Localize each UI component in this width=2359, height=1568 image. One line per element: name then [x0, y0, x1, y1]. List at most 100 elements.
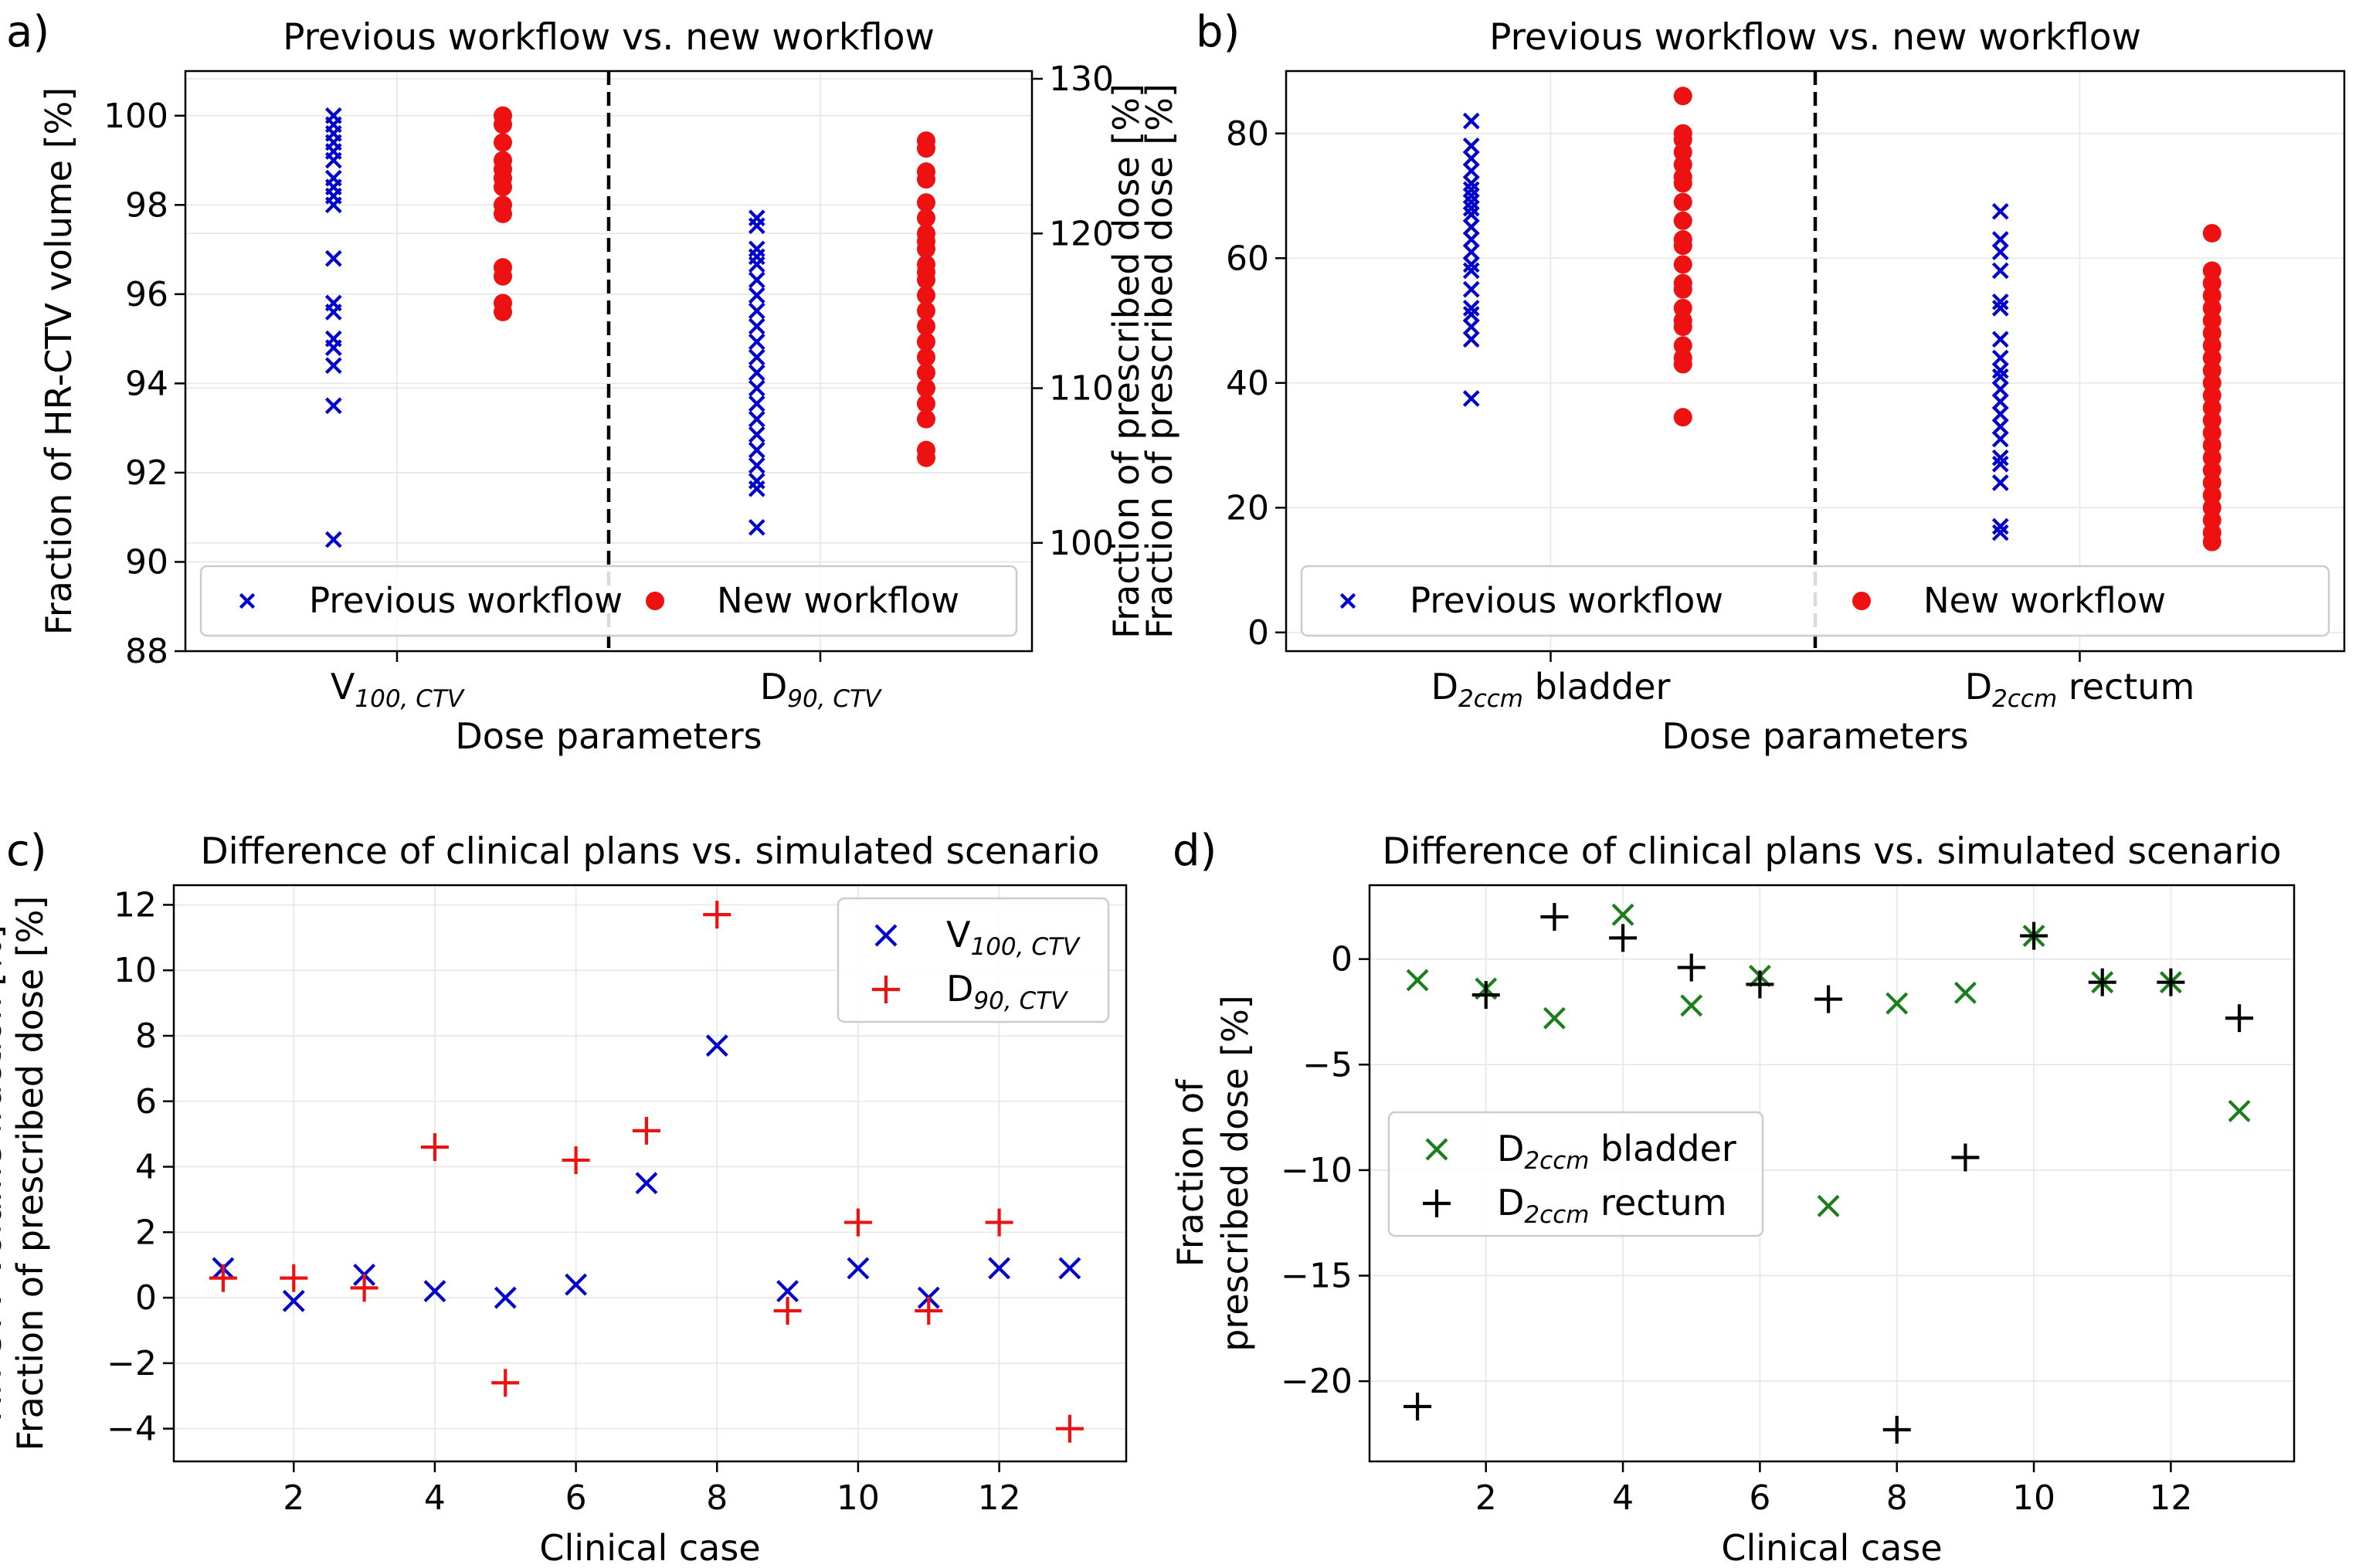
legend-marker — [1339, 592, 1356, 609]
data-point — [748, 217, 765, 235]
data-point — [1673, 87, 1692, 106]
data-point — [1673, 280, 1692, 299]
data-point — [1462, 181, 1480, 199]
data-point — [847, 1257, 870, 1280]
data-point — [1991, 293, 2009, 311]
data-point — [1611, 903, 1634, 926]
y-tick-label: −10 — [1281, 1151, 1353, 1190]
data-point — [1953, 981, 1977, 1004]
y-tick-label: −20 — [1281, 1362, 1353, 1401]
data-point — [776, 1280, 799, 1303]
data-point — [917, 363, 935, 382]
data-point — [1462, 112, 1480, 130]
data-point — [1462, 390, 1480, 407]
data-point — [748, 410, 765, 428]
data-point — [1991, 243, 2009, 261]
x-tick-label: 6 — [565, 1478, 587, 1518]
data-point — [705, 1034, 728, 1057]
data-point — [917, 409, 935, 429]
data-point — [1462, 243, 1480, 261]
y2-tick-label: 120 — [1049, 214, 1114, 253]
legend-label: V100, CTV — [946, 914, 1081, 961]
data-point — [748, 209, 765, 227]
legend: Previous workflow New workflow — [199, 565, 1018, 637]
data-point — [1991, 368, 2009, 385]
legend-label: New workflow — [1923, 580, 2166, 621]
y-tick-label: 2 — [135, 1213, 157, 1252]
data-point — [2202, 532, 2222, 552]
series-new-workflow-d90 — [917, 131, 935, 467]
data-point — [2020, 921, 2048, 950]
data-point — [420, 1133, 449, 1162]
panel-c: −4 −2 0 2 4 6 8 10 12 2 4 6 8 10 12 Difference of clini… — [0, 826, 1128, 1568]
data-point — [350, 1274, 378, 1302]
y-axis-label-2: prescribed dose [%] — [1214, 995, 1256, 1352]
data-point — [324, 339, 342, 357]
y-tick-label: −15 — [1281, 1257, 1353, 1296]
legend-marker — [874, 924, 898, 947]
data-point — [1462, 219, 1480, 236]
data-point — [494, 266, 512, 286]
y-axis-label: Fraction of prescribed dose [%] — [1139, 83, 1180, 639]
y-tick-label: 8 — [135, 1016, 157, 1056]
legend-marker — [872, 976, 900, 1003]
y2-tick-label: 100 — [1049, 524, 1114, 563]
data-point — [1462, 205, 1480, 223]
x-tick-label: 12 — [2149, 1478, 2192, 1518]
x-axis-label: Clinical case — [1721, 1527, 1942, 1568]
y-tick-label: 88 — [125, 632, 168, 671]
legend-box — [837, 897, 1110, 1023]
data-point — [1673, 192, 1692, 212]
data-point — [324, 531, 342, 548]
y-tick-label: 0 — [1331, 940, 1353, 979]
y2-axis-label: Fraction of prescribed dose [%] — [1105, 83, 1147, 639]
data-point — [1462, 187, 1480, 205]
data-point — [209, 1264, 237, 1292]
x-tick-label: 4 — [424, 1478, 446, 1518]
data-point — [917, 378, 935, 398]
data-point — [917, 270, 935, 290]
legend-box — [1300, 565, 2330, 637]
panel-a: 88 90 92 94 96 98 100 100 110 120 130 V100, CTV D90,… — [6, 7, 1147, 757]
x-tick-label: 2 — [283, 1478, 304, 1518]
data-point — [280, 1264, 308, 1292]
data-point — [748, 248, 765, 266]
chart-title: Previous workflow vs. new workflow — [1489, 16, 2141, 59]
panel-d: −20 −15 −10 −5 0 2 4 6 8 10 12 Difference of clinic… — [1169, 826, 2296, 1568]
data-point — [324, 196, 342, 214]
data-point — [843, 1208, 872, 1237]
chart-title: Previous workflow vs. new workflow — [283, 16, 935, 59]
data-point — [1951, 1143, 1980, 1172]
legend: V100, CTV D90, CTV — [837, 897, 1110, 1023]
legend-box — [1387, 1111, 1764, 1237]
data-point — [917, 193, 935, 212]
data-point — [1814, 985, 1843, 1013]
data-point — [917, 348, 935, 367]
data-point — [748, 426, 765, 443]
data-point — [1058, 1257, 1081, 1280]
data-point — [748, 518, 765, 536]
series-new-workflow-bladder — [1673, 87, 1692, 427]
data-point — [917, 301, 935, 321]
data-point — [1543, 1006, 1566, 1030]
data-point — [1055, 1414, 1084, 1443]
legend-label: Previous workflow — [1410, 580, 1723, 621]
data-point — [1991, 524, 2009, 541]
data-point — [2228, 1099, 2251, 1122]
chart-title: Difference of clinical plans vs. simulat… — [1382, 830, 2281, 873]
series-d2ccm-rectum — [1404, 902, 2254, 1444]
data-point — [1673, 236, 1692, 256]
x-axis-label: Clinical case — [539, 1527, 760, 1568]
x-tick-label: 10 — [2012, 1478, 2055, 1518]
data-point — [748, 240, 765, 258]
series-previous-workflow-v100 — [324, 107, 342, 548]
legend-marker — [1852, 592, 1871, 610]
data-point — [917, 448, 935, 467]
data-point — [494, 1286, 517, 1309]
y-tick-label: 100 — [104, 97, 168, 136]
series-new-workflow-rectum — [2202, 223, 2222, 552]
x-tick-label: 2 — [1475, 1478, 1497, 1518]
data-point — [423, 1280, 446, 1303]
data-point — [1746, 970, 1774, 999]
